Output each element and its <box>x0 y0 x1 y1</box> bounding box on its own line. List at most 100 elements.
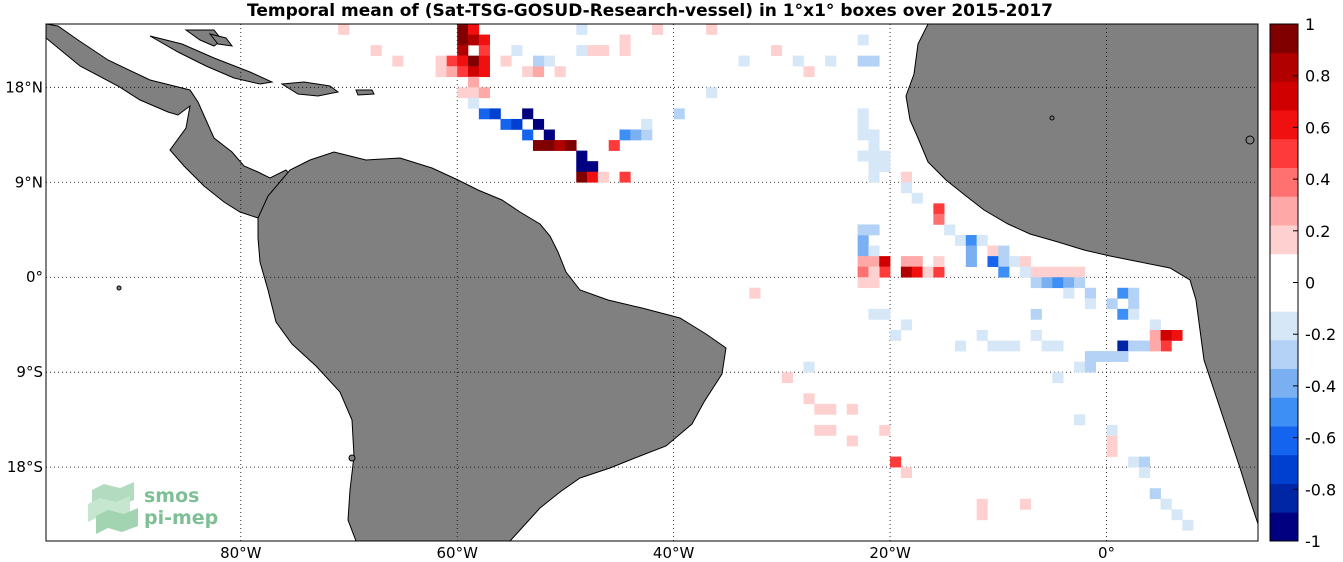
colorbar-swatch <box>1270 311 1298 341</box>
data-cell <box>1084 298 1096 310</box>
land-island <box>1049 115 1055 121</box>
colorbar-tick-label: 0.2 <box>1305 222 1330 241</box>
data-cell <box>1149 319 1161 331</box>
data-cell <box>522 129 534 141</box>
data-cell <box>792 55 804 67</box>
colorbar-swatch <box>1270 512 1298 542</box>
data-cell <box>868 245 880 257</box>
colorbar-tick-label: 0.4 <box>1305 170 1330 189</box>
data-cell <box>1041 266 1053 278</box>
data-cell <box>879 150 891 162</box>
data-cell <box>1030 329 1042 341</box>
data-cell <box>1074 277 1086 289</box>
data-cell <box>900 182 913 194</box>
data-cell <box>825 424 837 436</box>
data-cell <box>619 171 631 183</box>
data-cell <box>825 403 837 415</box>
data-cell <box>965 235 977 246</box>
data-cell <box>576 24 588 35</box>
data-cell <box>900 266 913 278</box>
data-cell <box>1117 351 1129 362</box>
data-cell <box>576 150 588 162</box>
data-cell <box>370 45 382 56</box>
data-cell <box>868 266 880 278</box>
data-cell <box>1084 361 1096 373</box>
data-cell <box>900 319 913 331</box>
data-cell <box>911 192 923 204</box>
data-cell <box>1084 287 1096 299</box>
data-cell <box>1160 340 1172 352</box>
data-cell <box>1106 435 1118 447</box>
data-cell <box>1128 287 1140 299</box>
data-cell <box>435 55 447 67</box>
lat-tick-label: 9°N <box>15 173 43 191</box>
colorbar-tick-labels: 1 0.8 0.6 0.4 0.2 0 -0.2 -0.4 -0.6 -0.8 -1 <box>1293 15 1336 551</box>
data-cell <box>543 55 555 67</box>
data-cell <box>1019 498 1032 510</box>
data-cell <box>478 66 490 78</box>
data-cell <box>1019 266 1032 278</box>
data-cell <box>619 45 631 56</box>
data-cell <box>868 140 880 151</box>
lat-tick-label: 0° <box>26 268 43 286</box>
data-cell <box>846 403 858 415</box>
data-cell <box>890 329 902 341</box>
data-cell <box>1117 340 1129 352</box>
data-cell <box>814 424 826 436</box>
data-cell <box>511 45 523 56</box>
data-cell <box>522 66 534 78</box>
colorbar-swatch <box>1270 110 1298 140</box>
land-masses <box>46 24 1258 541</box>
colorbar-tick-label: -0.2 <box>1305 325 1336 344</box>
data-cell <box>890 456 902 468</box>
data-cell <box>965 256 977 267</box>
data-cell <box>478 87 490 99</box>
data-cell <box>868 171 880 183</box>
data-cell <box>998 256 1010 267</box>
data-cell <box>576 161 588 173</box>
data-cell <box>933 266 945 278</box>
data-cell <box>1019 256 1032 267</box>
data-cell <box>468 24 480 35</box>
data-cell <box>911 266 923 278</box>
data-cell <box>1117 308 1129 320</box>
data-cell <box>868 150 880 162</box>
data-cell <box>706 24 718 35</box>
data-cell <box>1009 340 1021 352</box>
data-cells <box>338 24 1194 531</box>
data-cell <box>543 140 555 151</box>
colorbar-swatch <box>1270 454 1298 484</box>
data-cell <box>587 45 599 56</box>
colorbar-tick-label: 0 <box>1305 274 1315 293</box>
data-cell <box>468 97 480 109</box>
data-cell <box>998 245 1010 257</box>
logo-text-pi-mep: pi-mep <box>144 507 218 529</box>
colorbar-tick-label: 1 <box>1305 15 1315 34</box>
data-cell <box>543 129 555 141</box>
data-cell <box>846 435 858 447</box>
data-cell <box>641 118 653 130</box>
data-cell <box>478 45 490 56</box>
data-cell <box>1095 351 1107 362</box>
data-cell <box>857 34 869 46</box>
data-cell <box>576 171 588 183</box>
colorbar-tick-label: -0.6 <box>1305 429 1336 448</box>
data-cell <box>987 340 999 352</box>
colorbar-swatch <box>1270 167 1298 197</box>
data-cell <box>879 266 891 278</box>
data-cell <box>457 87 469 99</box>
lat-tick-labels: 18°N 9°N 0° 9°S 18°S <box>5 78 43 476</box>
colorbar-swatch <box>1270 24 1298 54</box>
colorbar-tick-label: 0.6 <box>1305 118 1330 137</box>
data-cell <box>879 308 891 320</box>
data-cell <box>468 34 480 46</box>
data-cell <box>597 45 610 56</box>
colorbar-tick-label: -0.8 <box>1305 480 1336 499</box>
data-cell <box>511 118 523 130</box>
data-cell <box>554 66 566 78</box>
data-cell <box>1063 287 1075 299</box>
colorbar-swatch <box>1270 196 1298 226</box>
data-cell <box>857 150 869 162</box>
colorbar-swatch <box>1270 426 1298 456</box>
